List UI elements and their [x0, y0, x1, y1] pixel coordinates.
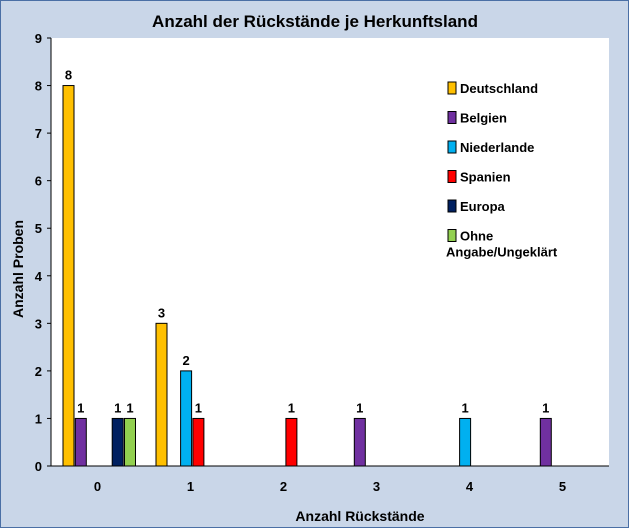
bar — [192, 417, 205, 467]
bar — [459, 417, 472, 467]
data-label: 3 — [158, 305, 165, 320]
legend-label: Europa — [460, 199, 506, 214]
chart-title: Anzahl der Rückstände je Herkunftsland — [152, 12, 478, 31]
legend-label: Angabe/Ungeklärt — [446, 245, 558, 260]
legend-label: Deutschland — [460, 81, 538, 96]
y-tick-label: 8 — [35, 79, 42, 94]
bar — [539, 417, 552, 467]
bar — [62, 85, 75, 467]
x-tick-label: 0 — [94, 479, 101, 494]
y-tick-label: 0 — [35, 459, 42, 474]
y-tick-label: 4 — [35, 269, 43, 284]
data-label: 1 — [356, 400, 363, 415]
legend-swatch — [447, 229, 457, 242]
legend-label: Ohne — [460, 229, 493, 244]
legend-swatch — [447, 140, 457, 154]
legend-label: Niederlande — [460, 140, 534, 155]
x-tick-label: 3 — [373, 479, 380, 494]
data-label: 1 — [461, 400, 468, 415]
y-tick-label: 6 — [35, 174, 42, 189]
data-label: 2 — [182, 353, 189, 368]
bar — [180, 370, 193, 467]
bar — [155, 322, 168, 467]
legend-swatch — [447, 199, 457, 213]
legend: Deutschland Belgien Niederlande Spanien Euro… — [446, 81, 558, 260]
legend-label: Spanien — [460, 170, 511, 185]
x-tick-label: 5 — [559, 479, 566, 494]
y-axis-title: Anzahl Proben — [10, 220, 26, 318]
x-axis-ticks: 0 1 2 3 4 5 — [94, 479, 566, 494]
data-label: 1 — [114, 400, 121, 415]
legend-label: Belgien — [460, 111, 507, 126]
data-label: 1 — [77, 400, 84, 415]
y-tick-label: 1 — [35, 411, 42, 426]
bar — [285, 417, 298, 467]
y-tick-label: 3 — [35, 316, 42, 331]
legend-swatch — [447, 111, 457, 124]
legend-swatch — [447, 81, 457, 95]
data-label: 1 — [542, 400, 549, 415]
data-label: 1 — [126, 400, 133, 415]
y-axis-ticks: 0 1 2 3 4 5 6 7 8 9 — [35, 31, 51, 474]
data-label: 1 — [195, 400, 202, 415]
y-tick-label: 5 — [35, 221, 42, 236]
x-tick-label: 1 — [187, 479, 194, 494]
y-tick-label: 9 — [35, 31, 42, 46]
x-axis-title: Anzahl Rückstände — [295, 508, 424, 524]
bar — [353, 417, 366, 467]
plot-area — [51, 38, 609, 466]
data-label: 8 — [65, 68, 72, 83]
x-tick-label: 4 — [466, 479, 474, 494]
bar — [124, 417, 136, 467]
bar — [74, 417, 87, 467]
bar — [111, 417, 124, 467]
y-tick-label: 2 — [35, 364, 42, 379]
y-tick-label: 7 — [35, 126, 42, 141]
x-tick-label: 2 — [280, 479, 287, 494]
data-label: 1 — [288, 400, 295, 415]
legend-swatch — [447, 170, 457, 183]
